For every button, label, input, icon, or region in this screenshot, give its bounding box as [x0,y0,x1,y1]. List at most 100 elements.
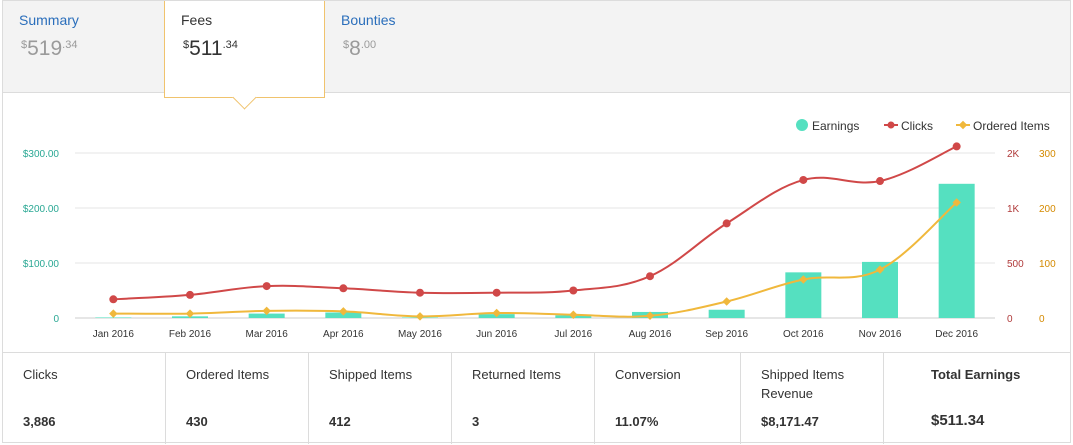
tab-bar: Summary $519.34 Fees $511.34 Bounties $8… [3,1,1070,110]
chart-axes: 0 $100.00 $200.00 $300.00 0 500 1K 2K 0 100 200 300… [23,149,1056,340]
stat-label: Returned Items [472,367,561,382]
legend-ordered-label[interactable]: Ordered Items [973,119,1050,133]
tab-bounties[interactable]: Bounties $8.00 [325,1,486,92]
legend-clicks-label[interactable]: Clicks [901,119,933,133]
left-axis-tick-label: $200.00 [23,204,60,215]
clicks-axis-tick-label: 0 [1007,314,1013,325]
stat-label: Clicks [23,367,58,382]
stat-label: Conversion [615,367,681,382]
stat-value: 430 [186,414,208,429]
clicks-point [416,288,424,297]
x-axis-tick-label: Aug 2016 [629,329,672,340]
clicks-axis-tick-label: 500 [1007,259,1024,270]
clicks-point [569,286,578,295]
tab-fees-label: Fees [181,12,213,28]
chart-lines [109,142,961,321]
clicks-axis-tick-label: 2K [1007,149,1020,160]
left-axis-tick-label: 0 [53,314,59,325]
tab-fees-amount: $511.34 [183,37,238,61]
x-axis-tick-label: Apr 2016 [323,329,364,340]
stat-label: Shipped Items [329,367,413,382]
clicks-point [262,282,271,291]
amount-cents: .00 [360,39,377,51]
stat-value: $511.34 [931,412,985,429]
chart-svg: 0 $100.00 $200.00 $300.00 0 500 1K 2K 0 100 200 300… [23,119,1056,340]
amount-cents: .34 [62,39,78,51]
x-axis-tick-label: Jun 2016 [476,329,518,340]
stat-label: Shipped Items Revenue [761,367,845,401]
earnings-bar [708,309,745,318]
ordered-items-point [722,297,731,306]
left-axis-tick-label: $300.00 [23,149,60,160]
ordered-axis-tick-label: 300 [1039,149,1056,160]
stat-shipped-items: Shipped Items 412 [308,353,451,444]
clicks-point [952,142,961,151]
ordered-items-point [262,306,271,316]
amount-whole: 511 [189,37,223,60]
earnings-bar [248,313,285,318]
x-axis-tick-label: Mar 2016 [246,329,289,340]
amount-whole: 519 [27,37,63,60]
clicks-point [799,175,808,184]
x-axis-tick-label: Jan 2016 [93,329,135,340]
amount-cents: .34 [222,39,238,51]
clicks-line [113,145,958,301]
legend-clicks-icon [887,121,895,129]
earnings-bars [95,183,975,318]
clicks-point [492,288,501,297]
x-axis-tick-label: Nov 2016 [859,329,902,340]
ordered-axis-tick-label: 200 [1039,204,1056,215]
clicks-point [186,290,194,299]
ordered-items-point [492,308,501,318]
ordered-items-point [875,265,885,274]
clicks-point [722,219,731,228]
stat-value: 3,886 [23,414,56,429]
ordered-items-point [799,275,808,284]
tab-summary-amount: $519.34 [21,37,77,61]
tab-bounties-amount: $8.00 [343,37,376,61]
stat-total-earnings: Total Earnings $511.34 [883,353,1070,444]
tab-fees[interactable]: Fees $511.34 [164,1,325,110]
x-axis-tick-label: May 2016 [398,329,442,340]
legend-earnings-icon [796,119,808,131]
clicks-point [339,284,348,293]
stat-value: 412 [329,414,351,429]
currency-symbol: $ [183,39,190,51]
tab-bounties-label: Bounties [341,12,396,28]
x-axis-tick-label: Feb 2016 [169,329,212,340]
currency-symbol: $ [21,39,28,51]
stat-returned-items: Returned Items 3 [451,353,594,444]
left-axis-tick-label: $100.00 [23,259,60,270]
ordered-items-point [415,312,425,321]
amount-whole: 8 [349,37,361,60]
clicks-axis-tick-label: 1K [1007,204,1020,215]
currency-symbol: $ [343,39,350,51]
ordered-items-point [185,309,195,318]
stats-row: Clicks 3,886 Ordered Items 430 Shipped I… [3,352,1070,444]
x-axis-tick-label: Sep 2016 [705,329,748,340]
clicks-point [876,177,884,186]
ordered-axis-tick-label: 0 [1039,314,1045,325]
x-axis-tick-label: Dec 2016 [935,329,978,340]
ordered-items-point [339,307,348,316]
earnings-chart: 0 $100.00 $200.00 $300.00 0 500 1K 2K 0 100 200 300… [3,92,1070,352]
tab-summary-label: Summary [19,12,79,28]
stat-value: 11.07% [615,414,659,429]
ordered-items-line [113,201,958,318]
stat-label: Total Earnings [931,367,1021,382]
legend-earnings-label[interactable]: Earnings [812,119,859,133]
stat-label: Ordered Items [186,367,270,382]
clicks-point [109,295,118,304]
stat-conversion: Conversion 11.07% [594,353,740,444]
chart-legend: Earnings Clicks Ordered Items [796,119,1050,133]
clicks-point [646,272,654,281]
stat-clicks: Clicks 3,886 [3,353,165,444]
stat-shipped-items-revenue: Shipped Items Revenue $8,171.47 [740,353,883,444]
legend-ordered-icon [958,120,968,130]
tab-summary[interactable]: Summary $519.34 [3,1,164,92]
x-axis-tick-label: Jul 2016 [554,329,592,340]
stat-value: $8,171.47 [761,414,819,429]
stat-ordered-items: Ordered Items 430 [165,353,308,444]
x-axis-tick-label: Oct 2016 [783,329,824,340]
